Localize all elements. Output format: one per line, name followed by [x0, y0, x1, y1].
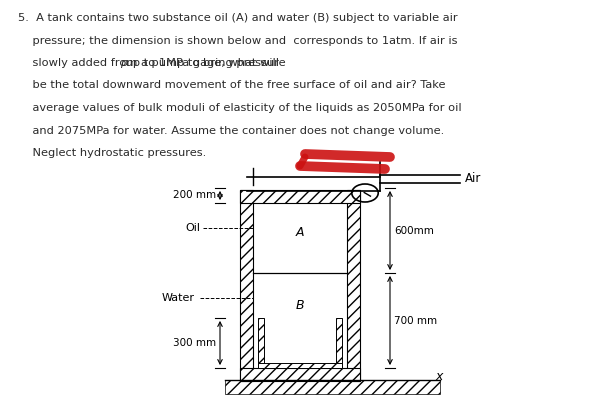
Bar: [240, 190, 360, 203]
Bar: [240, 368, 360, 381]
Bar: [225, 380, 440, 394]
Text: up to 1MPa gage, what will: up to 1MPa gage, what will: [122, 58, 279, 68]
Bar: [336, 318, 342, 368]
Text: Neglect hydrostatic pressures.: Neglect hydrostatic pressures.: [18, 148, 206, 158]
Text: 700 mm: 700 mm: [394, 316, 437, 326]
Text: Oil: Oil: [185, 223, 200, 233]
Text: and 2075MPa for water. Assume the container does not change volume.: and 2075MPa for water. Assume the contai…: [18, 125, 445, 135]
Bar: [253, 273, 347, 368]
Text: 200 mm: 200 mm: [173, 191, 216, 201]
Text: x: x: [435, 370, 442, 383]
Bar: [253, 203, 347, 368]
Text: Air: Air: [465, 171, 481, 184]
Bar: [258, 318, 264, 368]
Text: B: B: [296, 299, 305, 312]
Text: p: p: [120, 58, 127, 68]
Text: slowly added from a pump to bring pressure: slowly added from a pump to bring pressu…: [18, 58, 289, 68]
Text: Water: Water: [162, 293, 195, 303]
Text: be the total downward movement of the free surface of oil and air? Take: be the total downward movement of the fr…: [18, 81, 446, 91]
Bar: [347, 190, 360, 381]
Text: A: A: [296, 227, 305, 240]
Bar: [258, 363, 342, 368]
Text: 600mm: 600mm: [394, 225, 434, 235]
Text: 300 mm: 300 mm: [173, 338, 216, 348]
Text: 5.  A tank contains two substance oil (A) and water (B) subject to variable air: 5. A tank contains two substance oil (A)…: [18, 13, 457, 23]
Text: pressure; the dimension is shown below and  corresponds to 1atm. If air is: pressure; the dimension is shown below a…: [18, 36, 457, 46]
Text: average values of bulk moduli of elasticity of the liquids as 2050MPa for oil: average values of bulk moduli of elastic…: [18, 103, 462, 113]
Bar: [240, 190, 253, 381]
